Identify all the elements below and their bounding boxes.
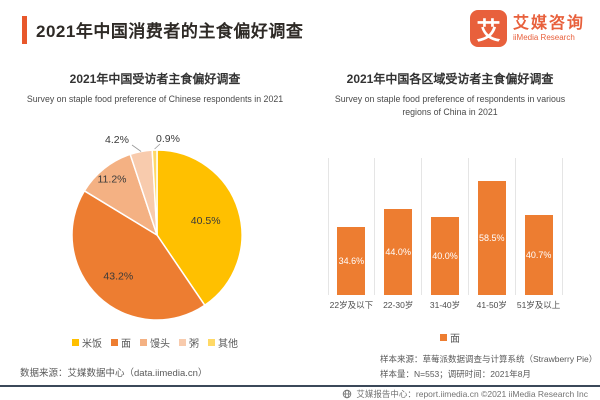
pie-slice-其他 — [151, 149, 158, 236]
legend-swatch-icon — [72, 339, 79, 346]
page-title: 2021年中国消费者的主食偏好调查 — [36, 22, 304, 41]
sample-source-note: 样本来源：草莓派数据调查与计算系统（Strawberry Pie） — [380, 354, 598, 364]
bar-22岁及以下 — [337, 227, 366, 295]
logo-company-name-en: iiMedia Research — [512, 32, 575, 42]
bar-legend: 面 — [310, 330, 590, 345]
bar-value-label: 40.7% — [525, 250, 552, 261]
pie-chart-subtitle: Survey on staple food preference of Chin… — [26, 94, 284, 104]
pie-legend-item-其他: 其他 — [208, 335, 238, 350]
pie-legend: 米饭 面 馒头 粥 其他 — [20, 335, 290, 350]
bar-value-label: 40.0% — [432, 250, 458, 261]
legend-label: 面 — [121, 339, 131, 350]
sample-size-note: 样本量：N=553；调研时间：2021年8月 — [380, 369, 531, 379]
footer-divider — [0, 385, 600, 387]
pie-slice-米饭 — [156, 149, 243, 307]
gridline — [374, 158, 376, 295]
pie-chart-title: 2021年中国受访者主食偏好调查 — [69, 72, 241, 86]
pie-chart: 40.5% 43.2% 11.2% 4.2% 0.9% — [71, 133, 243, 321]
bar-31-40岁 — [431, 216, 459, 295]
pie-leader-line — [131, 144, 142, 152]
bar-chart-subtitle: Survey on staple food preference of resp… — [334, 94, 566, 117]
x-axis-tick-label: 22岁及以下 — [329, 300, 374, 310]
bar-chart: 34.6% 44.0% 40.0% 58.5% 40.7% — [327, 158, 563, 295]
x-axis-tick-label: 41-50岁 — [476, 300, 507, 310]
x-axis-tick-label: 51岁及以上 — [516, 300, 561, 310]
legend-label: 其他 — [218, 339, 238, 350]
pie-value-label: 0.9% — [156, 133, 180, 145]
gridline — [467, 158, 469, 295]
gridline — [514, 158, 516, 295]
legend-label: 米饭 — [82, 339, 102, 350]
bar-value-label: 44.0% — [385, 246, 411, 257]
legend-label: 面 — [450, 334, 460, 345]
legend-swatch-icon — [208, 339, 215, 346]
title-accent-bar — [22, 16, 27, 44]
bar-value-label: 34.6% — [338, 256, 365, 267]
x-axis-tick-label: 22-30岁 — [383, 300, 414, 310]
legend-label: 粥 — [189, 339, 199, 350]
gridline — [327, 158, 329, 295]
legend-swatch-icon — [111, 339, 118, 346]
footer-text: 艾媒报告中心：report.iimedia.cn ©2021 iiMedia R… — [356, 389, 588, 399]
bar-chart-x-axis: 22岁及以下 22-30岁 31-40岁 41-50岁 51岁及以上 — [328, 299, 562, 311]
bar-chart-panel: 2021年中国各区域受访者主食偏好调查 Survey on staple foo… — [310, 68, 597, 379]
pie-legend-item-米饭: 米饭 — [72, 335, 102, 350]
pie-value-label: 4.2% — [105, 134, 129, 146]
gridline — [421, 158, 423, 295]
legend-swatch-icon — [140, 339, 147, 346]
iimedia-logo-icon: 艾 — [469, 10, 507, 47]
pie-value-label: 40.5% — [191, 215, 221, 227]
data-source-note: 数据来源：艾媒数据中心（data.iimedia.cn） — [20, 368, 208, 379]
logo-company-name-cn: 艾媒咨询 — [512, 14, 585, 32]
globe-icon — [343, 389, 352, 399]
iimedia-logo: 艾 艾媒咨询 iiMedia Research — [469, 10, 585, 47]
bar-41-50岁 — [477, 180, 506, 295]
bar-51岁及以上 — [524, 215, 553, 295]
pie-chart-panel: 2021年中国受访者主食偏好调查 Survey on staple food p… — [20, 68, 290, 379]
pie-value-label: 11.2% — [98, 174, 127, 186]
bar-22-30岁 — [384, 208, 413, 295]
x-axis-tick-label: 31-40岁 — [429, 300, 461, 310]
pie-legend-item-面: 面 — [111, 335, 131, 350]
bar-chart-title: 2021年中国各区域受访者主食偏好调查 — [346, 72, 554, 86]
legend-swatch-icon — [440, 334, 447, 341]
pie-slice-面 — [71, 190, 206, 321]
footer: 艾媒报告中心：report.iimedia.cn ©2021 iiMedia R… — [342, 388, 588, 400]
bar-legend-item: 面 — [440, 330, 460, 345]
legend-label: 馒头 — [150, 339, 170, 350]
logo-text: 艾媒咨询 iiMedia Research — [513, 15, 585, 43]
sample-notes: 样本来源：草莓派数据调查与计算系统（Strawberry Pie） 样本量：N=… — [380, 352, 597, 382]
pie-legend-item-粥: 粥 — [179, 335, 199, 350]
gridline — [561, 158, 563, 295]
bar-value-label: 58.5% — [479, 232, 505, 243]
pie-legend-item-馒头: 馒头 — [140, 335, 170, 350]
pie-leader-line — [154, 143, 161, 150]
pie-value-label: 43.2% — [103, 271, 133, 283]
legend-swatch-icon — [179, 339, 186, 346]
